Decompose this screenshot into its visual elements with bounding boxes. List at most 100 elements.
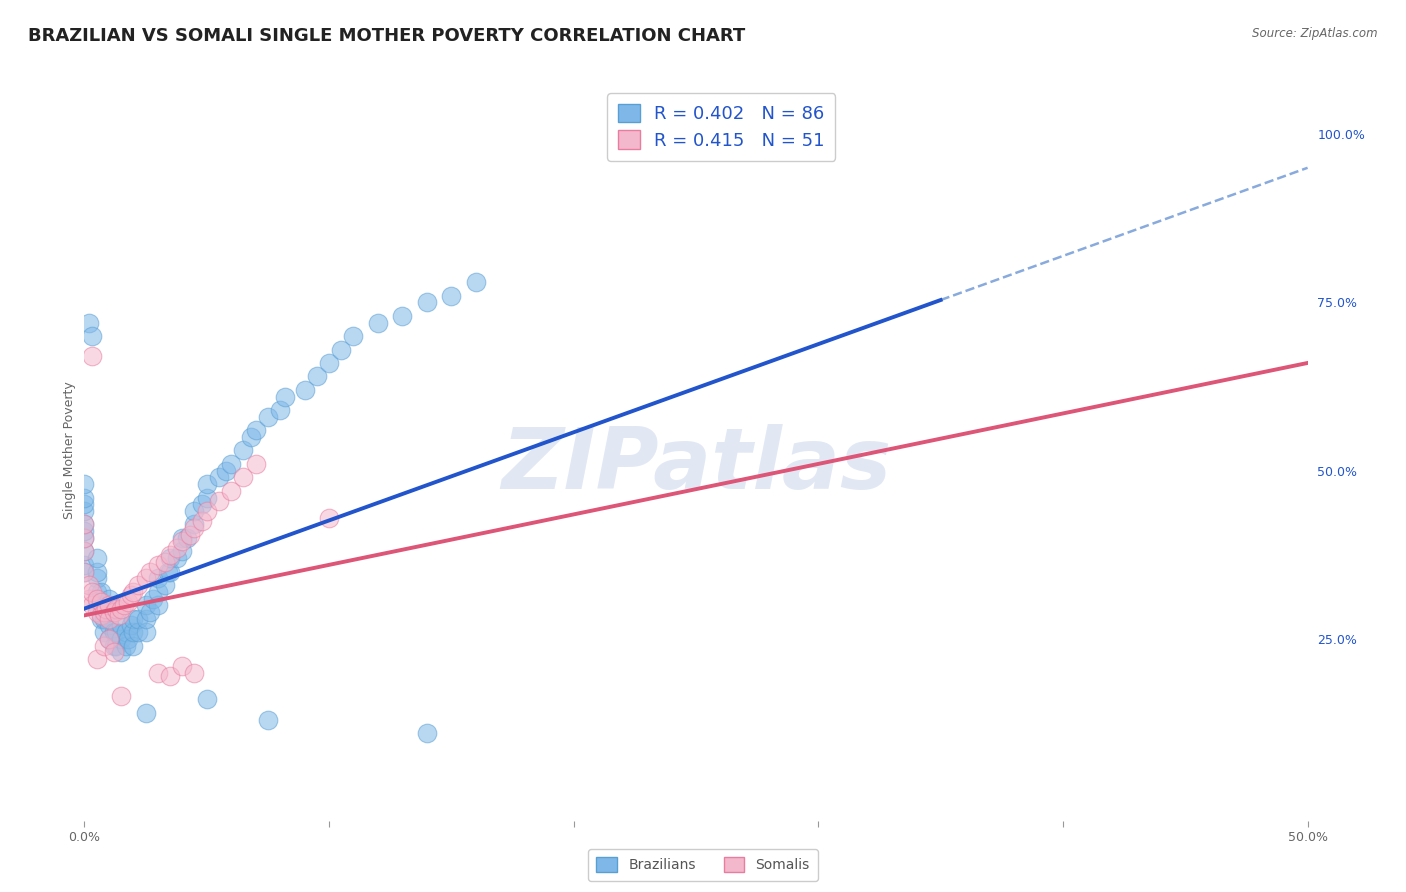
Point: [93, 639, 115, 653]
Point: [117, 632, 139, 646]
Point: [156, 565, 179, 579]
Point: [80, 584, 103, 599]
Point: [73, 497, 96, 511]
Point: [464, 275, 486, 289]
Point: [179, 527, 201, 541]
Point: [135, 571, 157, 585]
Point: [77, 316, 100, 330]
Point: [153, 554, 176, 569]
Point: [195, 491, 218, 505]
Point: [73, 491, 96, 505]
Point: [191, 514, 214, 528]
Point: [73, 524, 96, 539]
Point: [318, 356, 340, 370]
Point: [245, 423, 267, 437]
Point: [208, 470, 231, 484]
Point: [159, 548, 181, 562]
Point: [135, 612, 157, 626]
Point: [105, 625, 128, 640]
Point: [73, 544, 96, 558]
Point: [73, 477, 96, 491]
Point: [183, 504, 205, 518]
Point: [159, 565, 181, 579]
Point: [73, 565, 96, 579]
Point: [195, 477, 218, 491]
Point: [80, 329, 103, 343]
Point: [97, 632, 120, 646]
Point: [86, 571, 108, 585]
Point: [86, 652, 108, 666]
Point: [73, 558, 96, 572]
Point: [139, 565, 162, 579]
Point: [318, 510, 340, 524]
Point: [440, 288, 463, 302]
Point: [97, 618, 120, 632]
Point: [305, 369, 328, 384]
Point: [73, 504, 96, 518]
Point: [122, 625, 145, 640]
Point: [122, 584, 145, 599]
Point: [90, 595, 112, 609]
Point: [135, 625, 157, 640]
Point: [122, 612, 145, 626]
Text: BRAZILIAN VS SOMALI SINGLE MOTHER POVERTY CORRELATION CHART: BRAZILIAN VS SOMALI SINGLE MOTHER POVERT…: [28, 27, 745, 45]
Point: [86, 551, 108, 566]
Point: [86, 565, 108, 579]
Point: [342, 329, 364, 343]
Point: [77, 591, 100, 606]
Point: [110, 645, 132, 659]
Point: [127, 612, 149, 626]
Point: [127, 578, 149, 592]
Point: [208, 494, 231, 508]
Point: [391, 309, 413, 323]
Point: [90, 599, 112, 613]
Point: [107, 608, 129, 623]
Point: [330, 343, 353, 357]
Point: [86, 599, 108, 613]
Point: [139, 605, 162, 619]
Point: [80, 599, 103, 613]
Point: [166, 541, 188, 555]
Point: [219, 457, 242, 471]
Point: [172, 658, 194, 673]
Point: [93, 605, 115, 619]
Point: [97, 612, 120, 626]
Point: [105, 601, 128, 615]
Point: [219, 483, 242, 498]
Point: [115, 625, 138, 640]
Point: [110, 601, 132, 615]
Point: [215, 464, 238, 478]
Point: [73, 517, 96, 532]
Y-axis label: Single Mother Poverty: Single Mother Poverty: [63, 382, 76, 519]
Point: [73, 531, 96, 545]
Point: [115, 639, 138, 653]
Point: [135, 599, 157, 613]
Point: [105, 639, 128, 653]
Point: [146, 584, 169, 599]
Point: [153, 578, 176, 592]
Point: [90, 608, 112, 623]
Point: [195, 504, 218, 518]
Text: Source: ZipAtlas.com: Source: ZipAtlas.com: [1253, 27, 1378, 40]
Legend: Brazilians, Somalis: Brazilians, Somalis: [588, 849, 818, 880]
Point: [183, 521, 205, 535]
Point: [120, 618, 142, 632]
Point: [146, 599, 169, 613]
Point: [86, 605, 108, 619]
Point: [232, 470, 254, 484]
Point: [146, 571, 169, 585]
Point: [183, 665, 205, 680]
Point: [172, 544, 194, 558]
Point: [110, 632, 132, 646]
Point: [97, 632, 120, 646]
Point: [110, 689, 132, 703]
Point: [146, 558, 169, 572]
Point: [183, 517, 205, 532]
Point: [274, 390, 297, 404]
Point: [110, 618, 132, 632]
Point: [117, 595, 139, 609]
Point: [103, 639, 125, 653]
Point: [90, 584, 112, 599]
Point: [294, 383, 316, 397]
Point: [172, 534, 194, 549]
